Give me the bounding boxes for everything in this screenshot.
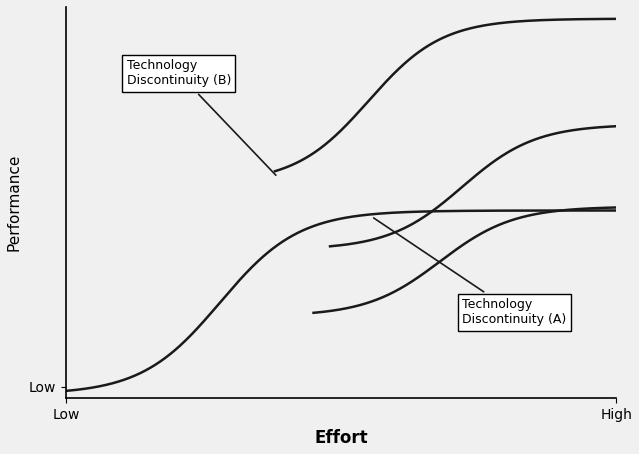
Text: Technology
Discontinuity (A): Technology Discontinuity (A) [374,218,566,326]
X-axis label: Effort: Effort [314,429,368,447]
Text: Technology
Discontinuity (B): Technology Discontinuity (B) [127,59,276,175]
Y-axis label: Performance: Performance [7,154,22,252]
